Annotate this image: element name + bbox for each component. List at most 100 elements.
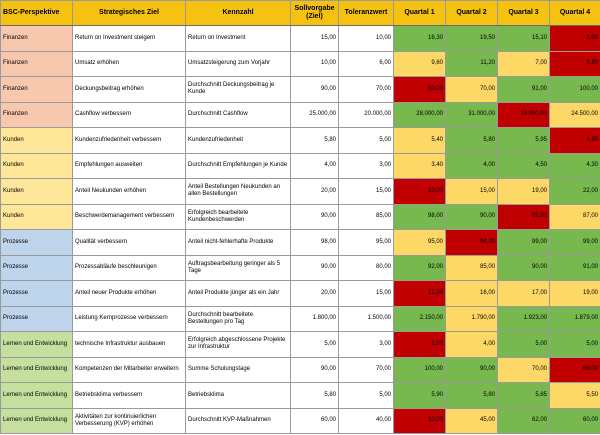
cell-quarter-2[interactable]: 94,00: [445, 229, 498, 256]
cell-perspective[interactable]: Lernen und Entwicklung: [0, 382, 73, 409]
cell-tolerance[interactable]: 5,00: [338, 127, 394, 154]
cell-quarter-4[interactable]: 60,00: [549, 407, 600, 434]
header-quarter-1[interactable]: Quartal 1: [393, 0, 446, 26]
cell-quarter-2[interactable]: 90,00: [445, 203, 498, 230]
cell-perspective[interactable]: Prozesse: [0, 254, 73, 281]
cell-tolerance[interactable]: 95,00: [338, 229, 394, 256]
cell-kpi[interactable]: Betriebsklima: [185, 382, 291, 409]
cell-tolerance[interactable]: 1.500,00: [338, 305, 394, 332]
cell-perspective[interactable]: Finanzen: [0, 101, 73, 128]
cell-tolerance[interactable]: 15,00: [338, 178, 394, 205]
cell-quarter-1[interactable]: 9,60: [393, 50, 446, 77]
cell-kpi[interactable]: Durchschnitt Empfehlungen je Kunde: [185, 152, 291, 179]
cell-quarter-2[interactable]: 19,50: [445, 25, 498, 52]
cell-quarter-4[interactable]: 4,30: [549, 152, 600, 179]
cell-quarter-1[interactable]: 100,00: [393, 356, 446, 383]
cell-quarter-3[interactable]: 5,00: [497, 331, 550, 358]
cell-quarter-2[interactable]: 70,00: [445, 76, 498, 103]
cell-perspective[interactable]: Lernen und Entwicklung: [0, 356, 73, 383]
cell-goal[interactable]: Betriebsklima verbessern: [72, 382, 186, 409]
cell-target[interactable]: 5,80: [290, 127, 339, 154]
cell-kpi[interactable]: Umsatzsteigerung zum Vorjahr: [185, 50, 291, 77]
cell-quarter-2[interactable]: 4,00: [445, 152, 498, 179]
cell-quarter-4[interactable]: 87,00: [549, 203, 600, 230]
cell-kpi[interactable]: Return on Investment: [185, 25, 291, 52]
cell-goal[interactable]: Aktivitäten zur kontinuierlichen Verbess…: [72, 407, 186, 434]
cell-tolerance[interactable]: 85,00: [338, 203, 394, 230]
cell-quarter-4[interactable]: 1.879,00: [549, 305, 600, 332]
cell-quarter-3[interactable]: 90,00: [497, 254, 550, 281]
cell-perspective[interactable]: Kunden: [0, 203, 73, 230]
cell-quarter-1[interactable]: 12,00: [393, 280, 446, 307]
header-quarter-4[interactable]: Quartal 4: [549, 0, 600, 26]
cell-quarter-1[interactable]: 92,00: [393, 254, 446, 281]
cell-quarter-4[interactable]: 19,00: [549, 280, 600, 307]
cell-goal[interactable]: Empfehlungen ausweiten: [72, 152, 186, 179]
cell-goal[interactable]: Return on Investment steigern: [72, 25, 186, 52]
cell-tolerance[interactable]: 70,00: [338, 356, 394, 383]
cell-quarter-3[interactable]: 70,00: [497, 356, 550, 383]
cell-quarter-4[interactable]: 4,90: [549, 127, 600, 154]
cell-quarter-1[interactable]: 10,00: [393, 178, 446, 205]
header-perspective[interactable]: BSC-Perspektive: [0, 0, 73, 26]
cell-quarter-4[interactable]: 8,00: [549, 25, 600, 52]
cell-quarter-3[interactable]: 62,00: [497, 407, 550, 434]
cell-quarter-2[interactable]: 5,80: [445, 127, 498, 154]
cell-target[interactable]: 1.800,00: [290, 305, 339, 332]
cell-tolerance[interactable]: 15,00: [338, 280, 394, 307]
cell-tolerance[interactable]: 6,00: [338, 50, 394, 77]
cell-quarter-2[interactable]: 31.000,00: [445, 101, 498, 128]
cell-goal[interactable]: Prozessabläufe beschleunigen: [72, 254, 186, 281]
header-kpi[interactable]: Kennzahl: [185, 0, 291, 26]
cell-quarter-3[interactable]: 91,00: [497, 76, 550, 103]
cell-kpi[interactable]: Kundenzufriedenheit: [185, 127, 291, 154]
cell-quarter-3[interactable]: 99,00: [497, 229, 550, 256]
cell-kpi[interactable]: Erfolgreich abgeschlossene Projekte zur …: [185, 331, 291, 358]
cell-quarter-3[interactable]: 15,10: [497, 25, 550, 52]
cell-perspective[interactable]: Lernen und Entwicklung: [0, 407, 73, 434]
cell-perspective[interactable]: Kunden: [0, 178, 73, 205]
cell-tolerance[interactable]: 40,00: [338, 407, 394, 434]
cell-quarter-2[interactable]: 85,00: [445, 254, 498, 281]
cell-goal[interactable]: Qualität verbessern: [72, 229, 186, 256]
cell-quarter-1[interactable]: 95,00: [393, 229, 446, 256]
cell-kpi[interactable]: Erfolgreich bearbeitete Kundenbeschwerde…: [185, 203, 291, 230]
cell-target[interactable]: 20,00: [290, 280, 339, 307]
cell-target[interactable]: 5,80: [290, 382, 339, 409]
cell-tolerance[interactable]: 80,00: [338, 254, 394, 281]
cell-perspective[interactable]: Prozesse: [0, 280, 73, 307]
cell-kpi[interactable]: Durchschnitt KVP-Maßnahmen: [185, 407, 291, 434]
header-goal[interactable]: Strategisches Ziel: [72, 0, 186, 26]
cell-quarter-4[interactable]: 24.500,00: [549, 101, 600, 128]
cell-perspective[interactable]: Kunden: [0, 152, 73, 179]
cell-quarter-3[interactable]: 7,00: [497, 50, 550, 77]
cell-target[interactable]: 20,00: [290, 178, 339, 205]
cell-goal[interactable]: Kompetenzen der Mitarbeiter erweitern: [72, 356, 186, 383]
cell-quarter-2[interactable]: 1.790,00: [445, 305, 498, 332]
cell-kpi[interactable]: Durchschnitt Deckungsbeitrag je Kunde: [185, 76, 291, 103]
cell-perspective[interactable]: Prozesse: [0, 305, 73, 332]
cell-quarter-2[interactable]: 5,80: [445, 382, 498, 409]
cell-tolerance[interactable]: 3,00: [338, 331, 394, 358]
cell-goal[interactable]: Deckungsbeitrag erhöhen: [72, 76, 186, 103]
cell-quarter-4[interactable]: 22,00: [549, 178, 600, 205]
cell-quarter-4[interactable]: 60,00: [549, 356, 600, 383]
cell-goal[interactable]: Beschwerdemanagement verbessern: [72, 203, 186, 230]
cell-quarter-3[interactable]: 82,00: [497, 203, 550, 230]
cell-kpi[interactable]: Durchschnitt Cashflow: [185, 101, 291, 128]
cell-goal[interactable]: Leistung Kernprozesse verbessern: [72, 305, 186, 332]
cell-perspective[interactable]: Finanzen: [0, 76, 73, 103]
cell-quarter-4[interactable]: 5,80: [549, 50, 600, 77]
cell-quarter-1[interactable]: 16,30: [393, 25, 446, 52]
cell-quarter-3[interactable]: 1.923,00: [497, 305, 550, 332]
cell-kpi[interactable]: Anteil Bestellungen Neukunden an allen B…: [185, 178, 291, 205]
cell-kpi[interactable]: Summe Schulungstage: [185, 356, 291, 383]
cell-quarter-3[interactable]: 5,85: [497, 382, 550, 409]
cell-goal[interactable]: Anteil Neukunden erhöhen: [72, 178, 186, 205]
cell-kpi[interactable]: Durchschnitt bearbeitete Bestellungen pr…: [185, 305, 291, 332]
cell-quarter-1[interactable]: 98,00: [393, 203, 446, 230]
cell-quarter-4[interactable]: 100,00: [549, 76, 600, 103]
cell-kpi[interactable]: Anteil Produkte jünger als ein Jahr: [185, 280, 291, 307]
cell-target[interactable]: 5,00: [290, 331, 339, 358]
header-quarter-2[interactable]: Quartal 2: [445, 0, 498, 26]
